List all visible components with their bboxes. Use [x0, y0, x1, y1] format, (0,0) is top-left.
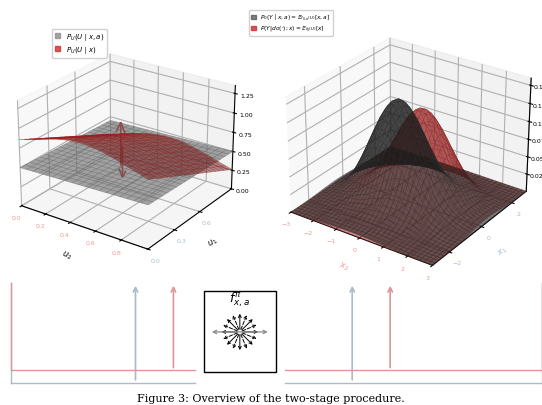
X-axis label: $u_2$: $u_2$	[60, 249, 74, 262]
Y-axis label: $x_1$: $x_1$	[495, 244, 510, 259]
Legend: $P_U(U \mid x,a)$, $P_U(U \mid x)$: $P_U(U \mid x,a)$, $P_U(U \mid x)$	[52, 30, 107, 59]
Y-axis label: $u_1$: $u_1$	[206, 235, 221, 250]
Text: Figure 3: Overview of the two-stage procedure.: Figure 3: Overview of the two-stage proc…	[137, 393, 405, 403]
X-axis label: $x_2$: $x_2$	[337, 260, 351, 273]
Legend: $P_0(Y \mid x,a) = \mathbb{E}_{f_{U,a}(U)}[x,a]$, $P(Y|do(\cdot);x) = \mathbb{E}: $P_0(Y \mid x,a) = \mathbb{E}_{f_{U,a}(U…	[249, 11, 333, 36]
Text: $f^\pi_{x,a}$: $f^\pi_{x,a}$	[229, 289, 250, 308]
